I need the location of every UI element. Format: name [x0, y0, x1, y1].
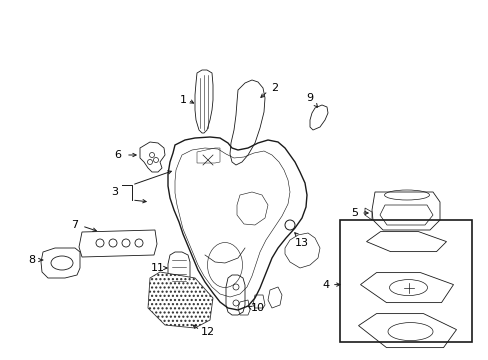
Polygon shape — [148, 272, 213, 328]
Text: 5: 5 — [351, 208, 358, 218]
Text: 3: 3 — [111, 187, 118, 197]
Text: 10: 10 — [250, 303, 264, 313]
Text: 2: 2 — [271, 83, 278, 93]
Text: 13: 13 — [294, 238, 308, 248]
Text: 4: 4 — [322, 280, 329, 289]
Text: 12: 12 — [201, 327, 215, 337]
Text: 11: 11 — [151, 263, 164, 273]
Text: 9: 9 — [306, 93, 313, 103]
Text: 6: 6 — [114, 150, 121, 160]
Text: 8: 8 — [28, 255, 36, 265]
Text: 1: 1 — [179, 95, 186, 105]
Text: 7: 7 — [71, 220, 79, 230]
Bar — [339, 220, 471, 342]
